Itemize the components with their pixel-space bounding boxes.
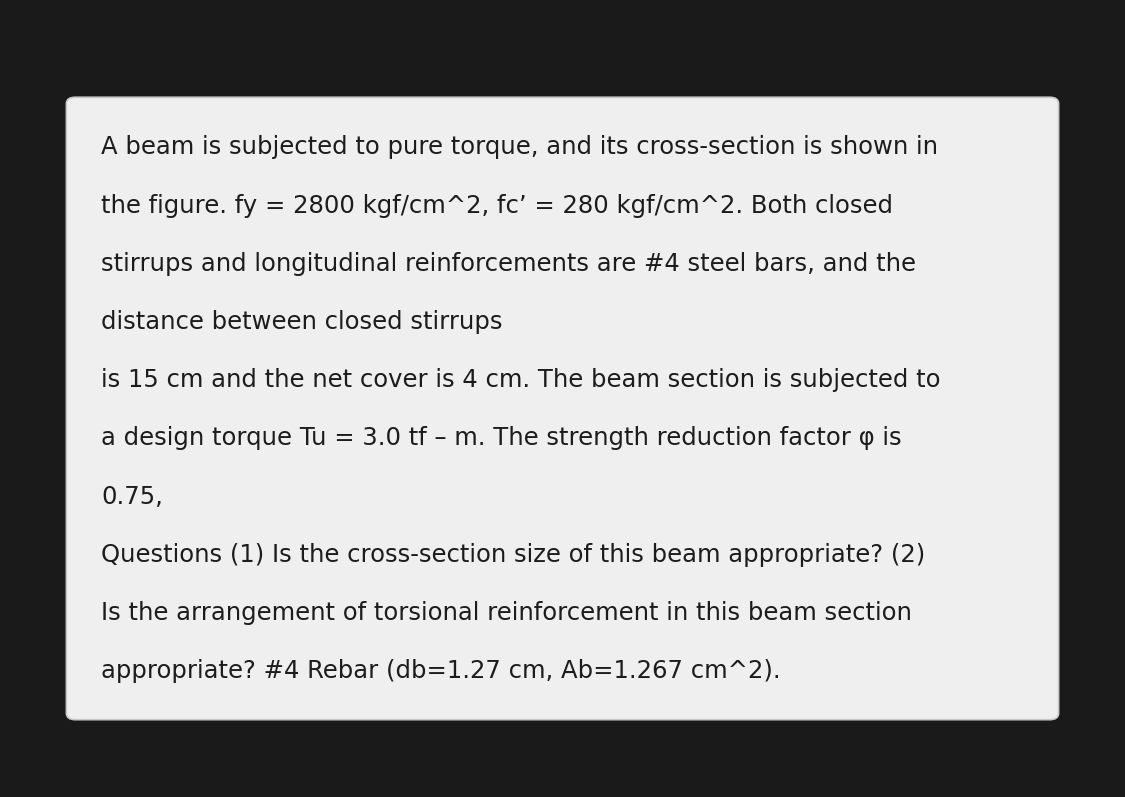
Text: the figure. fy = 2800 kgf/cm^2, fc’ = 280 kgf/cm^2. Both closed: the figure. fy = 2800 kgf/cm^2, fc’ = 28… — [101, 194, 893, 218]
Text: a design torque Tu = 3.0 tf – m. The strength reduction factor φ is: a design torque Tu = 3.0 tf – m. The str… — [101, 426, 902, 450]
Text: A beam is subjected to pure torque, and its cross-section is shown in: A beam is subjected to pure torque, and … — [101, 135, 938, 159]
Text: is 15 cm and the net cover is 4 cm. The beam section is subjected to: is 15 cm and the net cover is 4 cm. The … — [101, 368, 940, 392]
Text: 0.75,: 0.75, — [101, 485, 163, 508]
Text: Is the arrangement of torsional reinforcement in this beam section: Is the arrangement of torsional reinforc… — [101, 601, 912, 625]
Text: stirrups and longitudinal reinforcements are #4 steel bars, and the: stirrups and longitudinal reinforcements… — [101, 252, 916, 276]
FancyBboxPatch shape — [66, 97, 1059, 720]
Text: distance between closed stirrups: distance between closed stirrups — [101, 310, 503, 334]
Text: Questions (1) Is the cross-section size of this beam appropriate? (2): Questions (1) Is the cross-section size … — [101, 543, 926, 567]
Text: appropriate? #4 Rebar (db=1.27 cm, Ab=1.267 cm^2).: appropriate? #4 Rebar (db=1.27 cm, Ab=1.… — [101, 659, 781, 683]
